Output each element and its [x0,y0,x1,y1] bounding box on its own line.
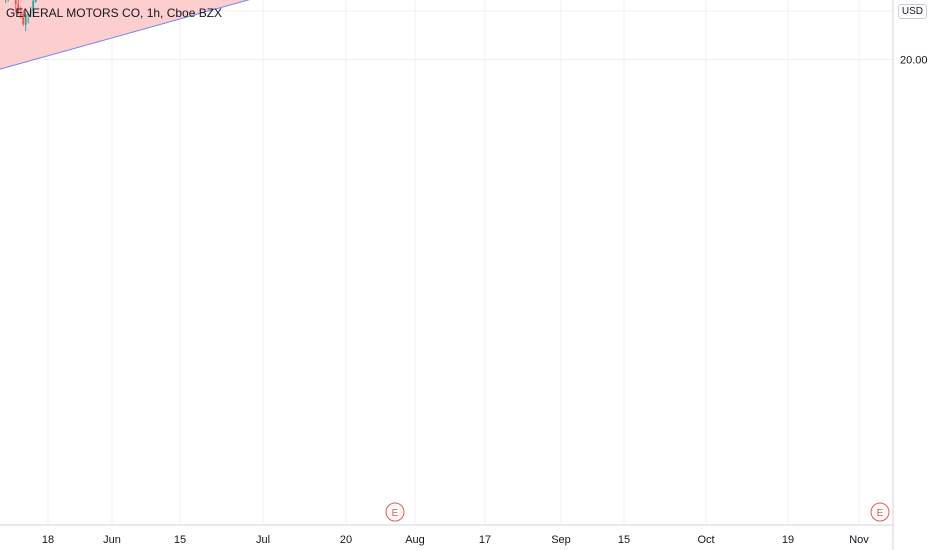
x-tick-label: 18 [42,534,54,546]
candle [19,6,22,19]
currency-button[interactable]: USD [897,4,927,19]
candle [34,0,37,3]
x-tick-label: Sep [551,534,571,546]
x-tick-label: Jun [103,534,121,546]
candle-body [17,4,20,13]
earnings-icon [870,502,890,522]
candle [32,0,35,17]
x-tick-label: Nov [849,534,869,546]
x-tick-label: 15 [174,534,186,546]
x-tick-label: Jul [256,534,270,546]
earnings-marker[interactable]: E [870,502,890,522]
earnings-icon [385,502,405,522]
earnings-label: E [392,508,399,519]
candle [29,6,32,15]
candle-body [32,0,35,12]
x-tick-label: Oct [697,534,714,546]
candle-body [22,14,25,25]
candle-body [34,0,37,2]
x-tick-label: 19 [782,534,794,546]
candle-body [27,13,30,16]
chart-title: GENERAL MOTORS CO, 1h, Cboe BZX [6,6,223,20]
grid-lines [0,0,893,525]
candle-body [14,0,17,5]
candle [22,10,25,27]
x-tick-label: Aug [405,534,425,546]
x-tick-label: 17 [479,534,491,546]
channel-lower-line [0,0,250,70]
candle-body [24,14,27,25]
earnings-label: E [877,508,884,519]
candle [5,0,7,4]
x-tick-label: 15 [618,534,630,546]
candle [24,13,27,32]
candle [14,0,17,13]
candle-body [19,12,22,17]
earnings-marker[interactable]: E [385,502,405,522]
candle-body [29,10,32,13]
y-tick-label: 20.00 [900,55,928,67]
x-tick-label: 20 [340,534,352,546]
candlestick-series [5,0,37,32]
regression-channel [0,0,250,70]
candle [17,0,20,14]
candle [27,12,30,24]
